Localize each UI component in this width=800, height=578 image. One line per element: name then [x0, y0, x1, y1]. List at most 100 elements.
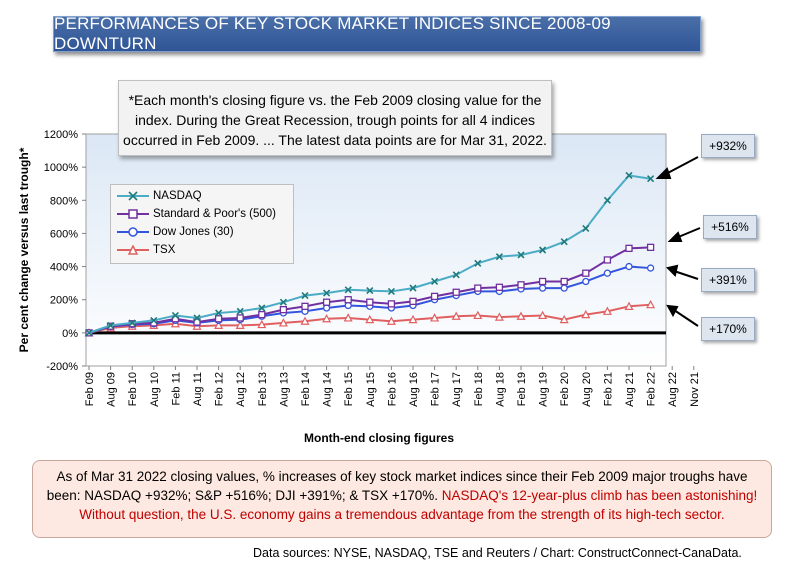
chart-title-banner: PERFORMANCES OF KEY STOCK MARKET INDICES… [53, 14, 701, 53]
data-point-tsx [646, 299, 656, 309]
data-point-tsx [602, 306, 612, 315]
data-point-nasdaq [344, 286, 352, 294]
data-point-dow [625, 262, 633, 271]
data-point-sp [301, 302, 309, 310]
data-point-dow [646, 264, 655, 272]
data-point-nasdaq [452, 271, 460, 279]
y-tick-label: 400% [50, 262, 78, 274]
x-tick-label: Aug 21 [624, 372, 636, 407]
data-point-nasdaq [603, 196, 611, 204]
data-point-tsx [365, 314, 375, 324]
callout-arrowhead-sp [667, 231, 683, 242]
data-point-sp [538, 277, 547, 286]
legend-label-sp: Standard & Poor's (500) [153, 208, 277, 220]
data-point-nasdaq [258, 304, 266, 312]
x-tick-label: Feb 20 [559, 372, 571, 406]
x-tick-label: Feb 11 [170, 372, 182, 405]
data-point-nasdaq [150, 316, 158, 324]
legend-item-nasdaq: NASDAQ [117, 188, 202, 204]
data-point-sp [322, 298, 331, 306]
x-tick-label: Aug 11 [192, 372, 204, 406]
data-point-dow [538, 284, 547, 292]
x-tick-label: Feb 10 [127, 372, 139, 406]
data-point-tsx [343, 313, 353, 322]
x-tick-label: Aug 16 [408, 372, 420, 407]
data-point-nasdaq [495, 253, 503, 261]
x-tick-label: Feb 14 [300, 372, 312, 406]
data-point-sp [258, 310, 266, 319]
data-point-tsx [235, 320, 245, 329]
data-point-tsx [214, 320, 224, 329]
legend-item-sp: Standard & Poor's (500) [117, 206, 276, 222]
data-point-nasdaq [301, 292, 309, 300]
data-point-sp [387, 300, 396, 308]
x-tick-label: Aug 18 [494, 372, 506, 407]
callout-arrowhead-dow [666, 264, 679, 277]
data-point-nasdaq [236, 307, 244, 315]
note-line-3: occurred in Feb 2009. ... The latest dat… [123, 132, 547, 148]
data-point-sp [366, 298, 374, 306]
data-point-tsx [473, 310, 483, 320]
data-point-tsx [559, 314, 569, 324]
y-tick-label: 800% [50, 195, 78, 207]
x-tick-label: Aug 12 [235, 372, 247, 407]
data-point-sp [646, 243, 655, 251]
data-point-nasdaq [171, 311, 179, 320]
x-tick-label: Aug 22 [667, 372, 679, 407]
data-point-sp [409, 297, 417, 306]
data-point-nasdaq [279, 298, 287, 306]
data-point-nasdaq [517, 251, 525, 259]
x-tick-label: Feb 19 [516, 372, 528, 406]
callout-nasdaq: +932% [701, 134, 755, 158]
chart-note: *Each month's closing figure vs. the Feb… [118, 80, 552, 156]
data-point-nasdaq [323, 289, 331, 297]
legend-item-dow: Dow Jones (30) [117, 224, 234, 240]
data-point-nasdaq [474, 259, 482, 267]
data-point-nasdaq [387, 287, 395, 295]
data-point-sp [452, 288, 460, 296]
note-line-2: index. During the Great Recession, troug… [135, 112, 535, 128]
data-point-sp [279, 306, 288, 314]
x-tick-label: Feb 13 [257, 372, 269, 406]
data-point-nasdaq [625, 171, 633, 179]
callout-arrow-dow [673, 270, 699, 280]
summary-highlight-2: question, the U.S. economy gains a treme… [128, 507, 725, 522]
y-tick-label: 200% [50, 295, 78, 307]
x-tick-label: Feb 17 [430, 372, 442, 406]
data-point-dow [603, 269, 612, 277]
x-tick-label: Nov 21 [689, 372, 701, 407]
data-point-sp [517, 281, 525, 289]
data-point-dow [344, 301, 352, 310]
legend-label-nasdaq: NASDAQ [153, 190, 202, 202]
data-point-sp [193, 318, 201, 326]
data-point-sp [625, 244, 633, 252]
data-point-tsx [624, 301, 634, 310]
data-point-nasdaq [560, 238, 568, 246]
summary-text-1: As of Mar 31 2022 closing values, % incr… [46, 469, 748, 503]
legend-item-tsx: TSX [117, 242, 175, 258]
y-tick-label: 600% [50, 228, 78, 240]
data-point-sp [430, 292, 439, 301]
legend-marker-nasdaq [117, 191, 149, 201]
data-point-tsx [538, 310, 548, 320]
data-point-dow [322, 304, 331, 312]
callout-arrowhead-nasdaq [655, 167, 672, 179]
data-point-tsx [386, 316, 396, 325]
note-line-1: *Each month's closing figure vs. the Feb… [128, 92, 542, 108]
legend-label-dow: Dow Jones (30) [153, 226, 234, 238]
data-point-sp [474, 284, 482, 292]
data-point-sp [560, 277, 568, 286]
legend-marker-tsx [117, 245, 149, 255]
data-point-sp [495, 283, 504, 291]
y-tick-label: 0% [62, 328, 78, 340]
x-tick-label: Feb 21 [602, 372, 614, 406]
y-tick-label: 1000% [44, 162, 78, 174]
summary-box: As of Mar 31 2022 closing values, % incr… [32, 460, 772, 538]
callout-arrow-tsx [673, 309, 699, 327]
callout-arrow-nasdaq [663, 156, 699, 176]
x-axis-label: Month-end closing figures [304, 431, 454, 445]
data-point-nasdaq [409, 284, 417, 292]
x-tick-label: Aug 14 [322, 372, 334, 407]
data-point-tsx [300, 316, 310, 325]
data-point-tsx [430, 313, 440, 322]
